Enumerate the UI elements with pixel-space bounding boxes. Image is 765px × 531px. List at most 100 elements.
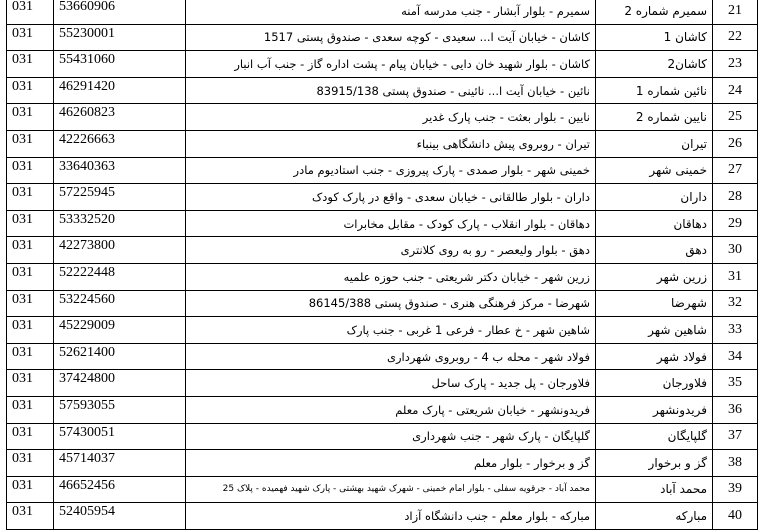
phone-number: 53660906 — [53, 0, 186, 25]
address: سمیرم - بلوار آبشار - جنب مدرسه آمنه — [185, 0, 596, 25]
table: 21 سمیرم شماره 2 سمیرم - بلوار آبشار - جنب… — [6, 0, 758, 530]
phone-number: 37424800 — [53, 369, 186, 397]
address: مبارکه - بلوار معلم - جنب دانشگاه آزاد — [185, 502, 596, 530]
phone-number: 53224560 — [53, 289, 186, 318]
address: دهاقان - بلوار انقلاب - پارک کودک - مقاب… — [185, 209, 596, 238]
row-number: 28 — [712, 183, 758, 211]
row-number: 40 — [712, 502, 758, 530]
table-row: 36 فریدونشهر فریدونشهر - خیابان شریعتی - پ… — [6, 395, 758, 424]
city-name: داران — [595, 183, 713, 211]
table-row: 29 دهاقان دهاقان - بلوار انقلاب - پارک کود… — [6, 209, 758, 238]
table-row: 40 مبارکه مبارکه - بلوار معلم - جنب دانشگا… — [6, 502, 758, 530]
address: گز و برخوار - بلوار معلم — [185, 449, 596, 477]
city-name: نائین شماره 1 — [595, 76, 713, 105]
phone-number: 46291420 — [53, 76, 186, 105]
row-number: 25 — [712, 103, 758, 131]
row-number: 34 — [712, 342, 758, 371]
table-row: 27 خمینی شهر خمینی شهر - بلوار صمدی - پارک… — [6, 156, 758, 185]
phone-number: 45229009 — [53, 316, 186, 344]
area-code: 031 — [6, 23, 54, 52]
table-row: 26 تیران تیران - روبروی پیش دانشگاهی بینبا… — [6, 129, 758, 158]
area-code: 031 — [6, 422, 54, 451]
address: فولاد شهر - محله ب 4 - روبروی شهرداری — [185, 342, 596, 371]
city-name: نایین شماره 2 — [595, 103, 713, 131]
address: گلپایگان - پارک شهر - جنب شهرداری — [185, 422, 596, 451]
address: تیران - روبروی پیش دانشگاهی بینباء — [185, 129, 596, 158]
row-number: 38 — [712, 449, 758, 477]
area-code: 031 — [6, 76, 54, 105]
phone-number: 53332520 — [53, 209, 186, 238]
city-name: گلپایگان — [595, 422, 713, 451]
area-code: 031 — [6, 475, 54, 504]
city-name: محمد آباد — [595, 475, 713, 504]
address: شهرضا - مرکز فرهنگی هنری - صندوق پستی 86… — [185, 289, 596, 318]
address: فریدونشهر - خیابان شریعتی - پارک معلم — [185, 395, 596, 424]
table-body: 21 سمیرم شماره 2 سمیرم - بلوار آبشار - جنب… — [6, 0, 758, 530]
phone-number: 52222448 — [53, 262, 186, 291]
phone-number: 33640363 — [53, 156, 186, 185]
area-code: 031 — [6, 342, 54, 371]
row-number: 29 — [712, 209, 758, 238]
table-row: 28 داران داران - بلوار طالقانی - خیابان سع… — [6, 183, 758, 211]
area-code: 031 — [6, 209, 54, 238]
phone-number: 42226663 — [53, 129, 186, 158]
row-number: 27 — [712, 156, 758, 185]
area-code: 031 — [6, 103, 54, 131]
table-row: 31 زرین شهر زرین شهر - خیابان دکتر شریعتی … — [6, 262, 758, 291]
row-number: 31 — [712, 262, 758, 291]
table-row: 34 فولاد شهر فولاد شهر - محله ب 4 - روبروی… — [6, 342, 758, 371]
table-row: 23 کاشان2 کاشان - بلوار شهید خان دایی - خی… — [6, 50, 758, 78]
row-number: 39 — [712, 475, 758, 504]
phone-number: 55230001 — [53, 23, 186, 52]
city-name: کاشان 1 — [595, 23, 713, 52]
phone-number: 46260823 — [53, 103, 186, 131]
phone-number: 42273800 — [53, 236, 186, 264]
address: خمینی شهر - بلوار صمدی - پارک پیروزی - ج… — [185, 156, 596, 185]
city-name: گز و برخوار — [595, 449, 713, 477]
table-row: 38 گز و برخوار گز و برخوار - بلوار معلم 457… — [6, 449, 758, 477]
city-name: فلاورجان — [595, 369, 713, 397]
city-name: مبارکه — [595, 502, 713, 530]
table-row: 33 شاهین شهر شاهین شهر - خ عطار - فرعی 1 غ… — [6, 316, 758, 344]
phone-number: 57225945 — [53, 183, 186, 211]
area-code: 031 — [6, 316, 54, 344]
city-name: خمینی شهر — [595, 156, 713, 185]
phone-number: 57430051 — [53, 422, 186, 451]
area-code: 031 — [6, 236, 54, 264]
row-number: 37 — [712, 422, 758, 451]
address: کاشان - خیابان آیت ا... سعیدی - کوچه سعد… — [185, 23, 596, 52]
area-code: 031 — [6, 156, 54, 185]
row-number: 36 — [712, 395, 758, 424]
table-row: 22 کاشان 1 کاشان - خیابان آیت ا... سعیدی -… — [6, 23, 758, 52]
city-name: دهق — [595, 236, 713, 264]
city-name: دهاقان — [595, 209, 713, 238]
address: شاهین شهر - خ عطار - فرعی 1 غربی - جنب پ… — [185, 316, 596, 344]
row-number: 33 — [712, 316, 758, 344]
address: کاشان - بلوار شهید خان دایی - خیابان پیا… — [185, 50, 596, 78]
city-name: فولاد شهر — [595, 342, 713, 371]
city-name: سمیرم شماره 2 — [595, 0, 713, 25]
row-number: 23 — [712, 50, 758, 78]
city-name: شاهین شهر — [595, 316, 713, 344]
address: دهق - بلوار ولیعصر - رو به روی کلانتری — [185, 236, 596, 264]
table-wrap: 21 سمیرم شماره 2 سمیرم - بلوار آبشار - جنب… — [6, 0, 758, 530]
phone-number: 52405954 — [53, 502, 186, 530]
area-code: 031 — [6, 289, 54, 318]
area-code: 031 — [6, 369, 54, 397]
phone-number: 52621400 — [53, 342, 186, 371]
phone-number: 46652456 — [53, 475, 186, 504]
city-name: فریدونشهر — [595, 395, 713, 424]
row-number: 32 — [712, 289, 758, 318]
table-row: 37 گلپایگان گلپایگان - پارک شهر - جنب شهرد… — [6, 422, 758, 451]
row-number: 35 — [712, 369, 758, 397]
area-code: 031 — [6, 449, 54, 477]
table-row: 35 فلاورجان فلاورجان - پل جدید - پارک ساحل… — [6, 369, 758, 397]
phone-number: 57593055 — [53, 395, 186, 424]
area-code: 031 — [6, 0, 54, 25]
table-row: 39 محمد آباد محمد آباد - جرقویه سفلی - بلو… — [6, 475, 758, 504]
address: زرین شهر - خیابان دکتر شریعتی - جنب حوزه… — [185, 262, 596, 291]
address: داران - بلوار طالقانی - خیابان سعدی - وا… — [185, 183, 596, 211]
city-name: کاشان2 — [595, 50, 713, 78]
address: محمد آباد - جرقویه سفلی - بلوار امام خمی… — [185, 475, 596, 504]
